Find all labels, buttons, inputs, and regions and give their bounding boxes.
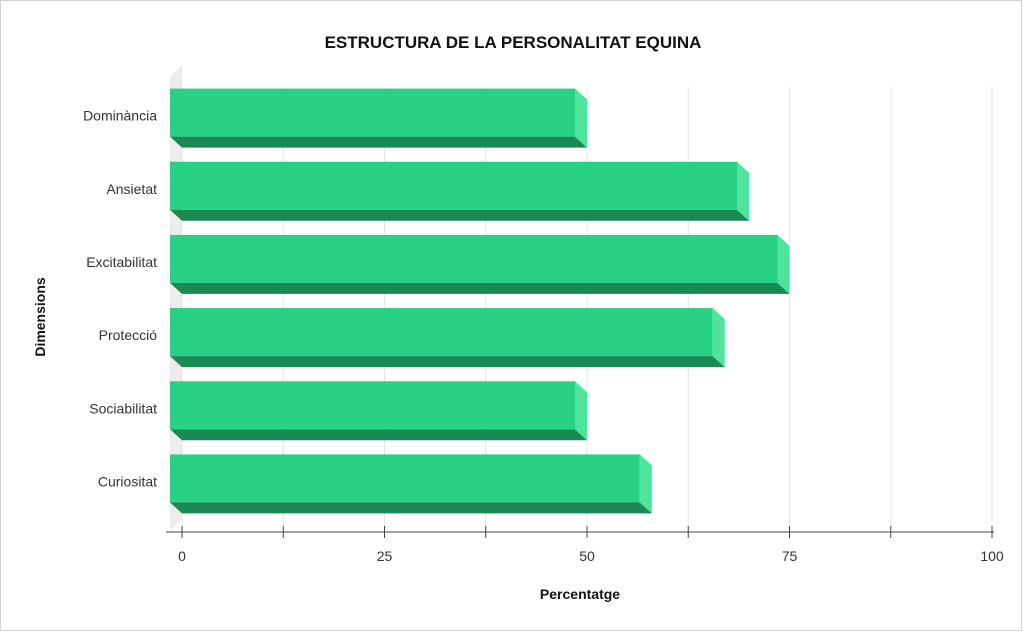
bar-bottom-face: [170, 209, 749, 221]
bar-bottom-face: [170, 429, 587, 441]
y-tick-label: Sociabilitat: [89, 400, 157, 416]
bar: [170, 161, 737, 210]
bar-bottom-face: [170, 356, 725, 368]
bar-side-face: [639, 454, 652, 514]
bar-side-face: [712, 308, 725, 368]
x-tick-label: 25: [377, 548, 393, 564]
y-tick-label: Protecció: [99, 327, 158, 343]
bar: [170, 234, 778, 283]
bar-side-face: [737, 161, 749, 221]
bar-bottom-face: [170, 282, 790, 294]
plot-area: 0 25 50 75 100 Dominància Ansietat Excitabilita…: [83, 65, 1004, 564]
x-tick-label: 50: [579, 548, 595, 564]
chart-title: ESTRUCTURA DE LA PERSONALITAT EQUINA: [325, 33, 702, 52]
bar-side-face: [575, 381, 587, 441]
bar-bottom-face: [170, 136, 587, 148]
y-axis-title: Dimensions: [32, 277, 48, 357]
bar-side-face: [575, 88, 587, 148]
x-tick-label: 75: [782, 548, 798, 564]
bar-side-face: [777, 234, 790, 294]
bar-bottom-face: [170, 502, 652, 514]
bar: [170, 308, 713, 357]
bar: [170, 381, 575, 430]
bar: [170, 88, 575, 137]
y-tick-label: Excitabilitat: [86, 254, 157, 270]
x-tick-label: 0: [178, 548, 186, 564]
y-tick-label: Dominància: [83, 108, 157, 124]
y-tick-label: Ansietat: [106, 181, 157, 197]
x-tick-label: 100: [980, 548, 1004, 564]
bar: [170, 454, 640, 503]
y-tick-label: Curiositat: [98, 473, 157, 489]
x-axis-title: Percentatge: [540, 586, 620, 602]
